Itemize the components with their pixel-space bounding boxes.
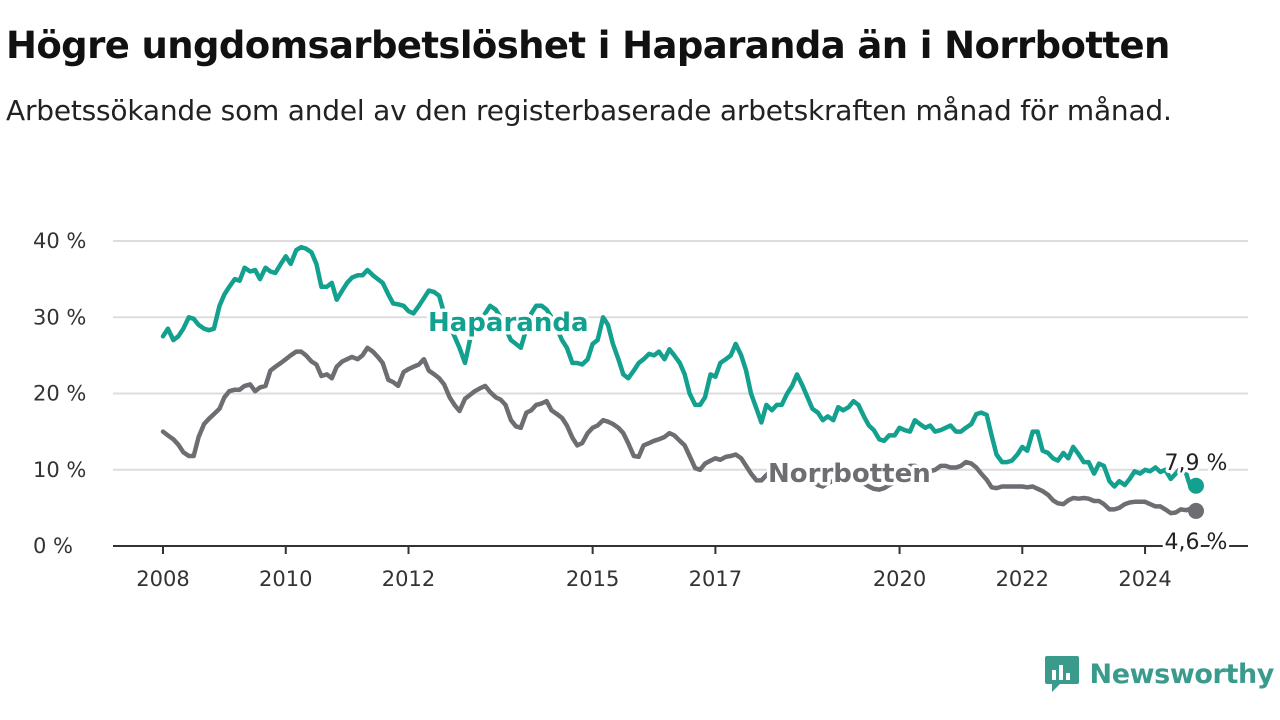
endpoint-marker-haparanda <box>1188 477 1204 494</box>
end-value-label-haparanda: 7,9 % <box>1165 451 1228 476</box>
x-tick-label: 2022 <box>996 567 1049 591</box>
series-label-norrbotten: Norrbotten <box>768 459 931 489</box>
newsworthy-brand: Newsworthy <box>1044 652 1274 696</box>
x-tick-label: 2010 <box>259 567 312 591</box>
x-tick-label: 2012 <box>382 567 435 591</box>
x-tick-label: 2015 <box>566 567 619 591</box>
y-tick-label: 0 % <box>33 534 73 558</box>
y-tick-label: 20 % <box>33 382 86 406</box>
x-tick-label: 2008 <box>136 567 189 591</box>
x-tick-label: 2020 <box>873 567 926 591</box>
brand-name: Newsworthy <box>1089 658 1275 690</box>
x-tick-label: 2024 <box>1118 567 1171 591</box>
chart-subtitle: Arbetssökande som andel av den registerb… <box>6 94 1172 127</box>
chart-title: Högre ungdomsarbetslöshet i Haparanda än… <box>6 24 1170 67</box>
x-tick-label: 2017 <box>689 567 742 591</box>
y-tick-label: 30 % <box>33 305 86 329</box>
end-value-label-norrbotten: 4,6 % <box>1165 530 1228 555</box>
y-tick-label: 40 % <box>33 229 86 253</box>
series-label-haparanda: Haparanda <box>428 308 589 338</box>
newsworthy-logo-icon <box>1044 656 1079 692</box>
line-chart: 0 % 10 % 20 % 30 % 40 % 2008 2010 2012 2015 2017 2… <box>33 229 1248 591</box>
series-line-norrbotten <box>160 345 1199 516</box>
y-tick-label: 10 % <box>33 458 86 482</box>
series-line-haparanda <box>160 244 1199 492</box>
endpoint-marker-norrbotten <box>1188 502 1204 519</box>
